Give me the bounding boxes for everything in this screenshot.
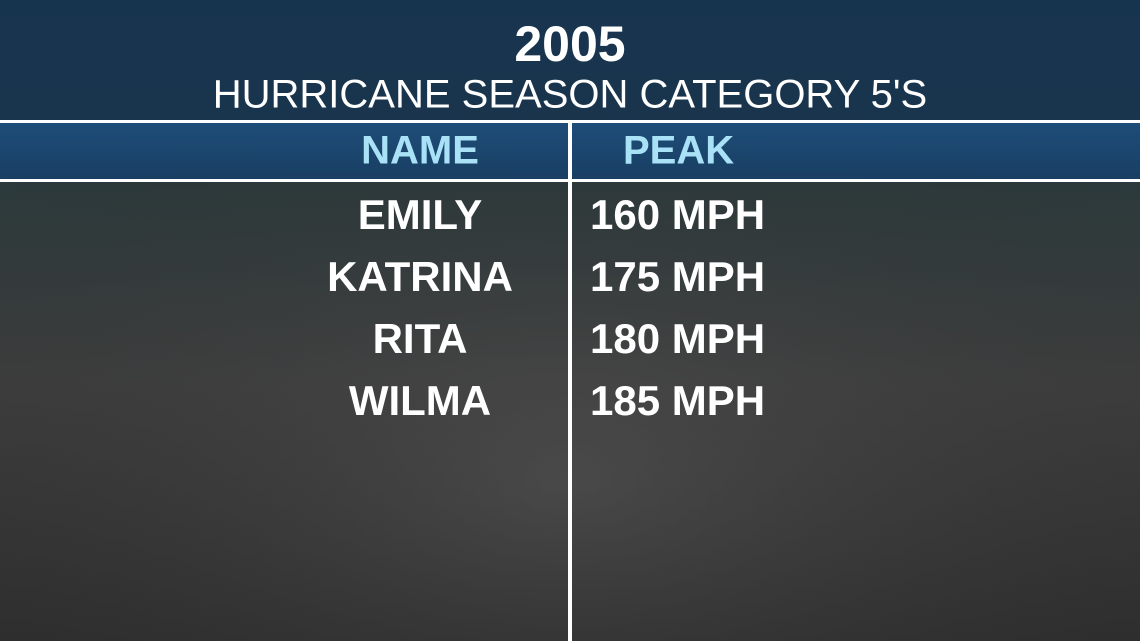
peak-wind: 185 MPH	[590, 377, 765, 424]
peak-wind: 160 MPH	[590, 191, 765, 238]
column-header: PEAK	[623, 129, 734, 173]
title-band	[0, 0, 1140, 120]
storm-name: WILMA	[349, 377, 491, 424]
peak-wind: 180 MPH	[590, 315, 765, 362]
storm-name: RITA	[373, 315, 468, 362]
storm-name: EMILY	[358, 191, 482, 238]
storm-name: KATRINA	[327, 253, 513, 300]
subtitle: HURRICANE SEASON CATEGORY 5'S	[213, 73, 927, 117]
column-header: NAME	[361, 129, 479, 173]
peak-wind: 175 MPH	[590, 253, 765, 300]
title: 2005	[514, 16, 625, 72]
